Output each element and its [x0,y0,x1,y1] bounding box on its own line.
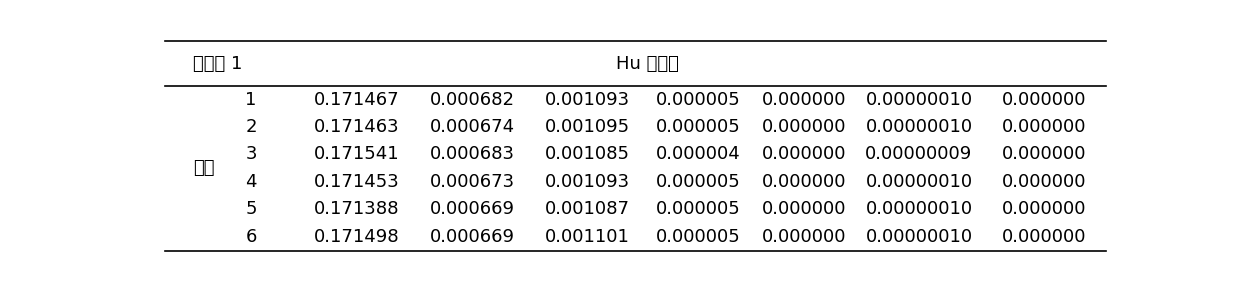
Text: 0.00000010: 0.00000010 [866,173,972,191]
Text: 0.171498: 0.171498 [314,228,399,246]
Text: 0.000005: 0.000005 [656,200,740,218]
Text: 0.001085: 0.001085 [544,145,630,164]
Text: 0.001101: 0.001101 [546,228,630,246]
Text: 0.000000: 0.000000 [761,118,846,136]
Text: 3: 3 [246,145,257,164]
Text: 0.000000: 0.000000 [761,173,846,191]
Text: 0.00000010: 0.00000010 [866,200,972,218]
Text: 花生: 花生 [193,159,215,177]
Text: 5: 5 [246,200,257,218]
Text: 0.000683: 0.000683 [429,145,515,164]
Text: 0.000005: 0.000005 [656,173,740,191]
Text: 0.171453: 0.171453 [314,173,399,191]
Text: 0.001093: 0.001093 [544,90,630,109]
Text: 4: 4 [246,173,257,191]
Text: 0.000004: 0.000004 [656,145,740,164]
Text: 0.000000: 0.000000 [1002,173,1086,191]
Text: 农产品 1: 农产品 1 [193,55,243,73]
Text: 0.001093: 0.001093 [544,173,630,191]
Text: 0.000000: 0.000000 [761,200,846,218]
Text: 0.000000: 0.000000 [761,228,846,246]
Text: 0.00000010: 0.00000010 [866,228,972,246]
Text: 0.000000: 0.000000 [1002,228,1086,246]
Text: 0.000669: 0.000669 [429,228,515,246]
Text: 2: 2 [246,118,257,136]
Text: 0.00000010: 0.00000010 [866,118,972,136]
Text: 0.000674: 0.000674 [429,118,515,136]
Text: 0.00000009: 0.00000009 [866,145,972,164]
Text: 0.000005: 0.000005 [656,228,740,246]
Text: 0.000682: 0.000682 [429,90,515,109]
Text: 0.001095: 0.001095 [544,118,630,136]
Text: 0.000005: 0.000005 [656,90,740,109]
Text: 0.171467: 0.171467 [314,90,399,109]
Text: 0.00000010: 0.00000010 [866,90,972,109]
Text: 0.000000: 0.000000 [1002,145,1086,164]
Text: 0.171463: 0.171463 [314,118,399,136]
Text: 0.171388: 0.171388 [314,200,399,218]
Text: 0.000005: 0.000005 [656,118,740,136]
Text: 0.000000: 0.000000 [761,145,846,164]
Text: 6: 6 [246,228,257,246]
Text: 1: 1 [246,90,257,109]
Text: 0.000669: 0.000669 [429,200,515,218]
Text: 0.000000: 0.000000 [1002,90,1086,109]
Text: 0.000000: 0.000000 [1002,200,1086,218]
Text: 0.171541: 0.171541 [314,145,399,164]
Text: 0.000000: 0.000000 [761,90,846,109]
Text: 0.000000: 0.000000 [1002,118,1086,136]
Text: 0.000673: 0.000673 [429,173,515,191]
Text: 0.001087: 0.001087 [544,200,630,218]
Text: Hu 不变矩: Hu 不变矩 [616,55,680,73]
